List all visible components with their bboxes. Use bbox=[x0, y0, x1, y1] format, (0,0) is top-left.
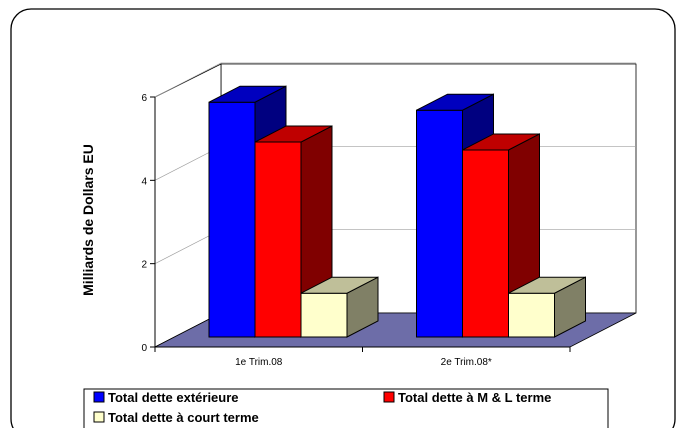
legend: Total dette extérieure Total dette à M & … bbox=[83, 388, 609, 428]
bar-front bbox=[254, 141, 302, 338]
y-tick-label: 2 bbox=[141, 260, 147, 271]
legend-box bbox=[83, 388, 609, 428]
bar-top bbox=[508, 276, 586, 294]
x-tick-label: 1e Trim.08 bbox=[235, 357, 283, 368]
y-tick-label: 4 bbox=[141, 176, 147, 187]
bar bbox=[300, 276, 379, 338]
y-ticks: 0 2 4 6 bbox=[141, 93, 155, 354]
bar-front bbox=[462, 149, 509, 338]
legend-label: Total dette à court terme bbox=[108, 410, 259, 425]
x-tick-label: 2e Trim.08* bbox=[441, 357, 492, 368]
bar-top bbox=[208, 85, 287, 103]
bar-top bbox=[416, 93, 494, 111]
bar-top bbox=[254, 125, 333, 143]
bar-front bbox=[416, 109, 463, 338]
bar-front bbox=[508, 292, 555, 338]
plot-area: 0 2 4 6 1e Trim.08 2e Trim.08* bbox=[141, 62, 637, 368]
legend-label: Total dette à M & L terme bbox=[398, 390, 551, 405]
x-ticks: 1e Trim.08 2e Trim.08* bbox=[154, 347, 571, 368]
gridline bbox=[154, 62, 636, 98]
y-tick-label: 0 bbox=[141, 343, 147, 354]
y-axis-label: Milliards de Dollars EU bbox=[80, 144, 96, 296]
legend-swatch bbox=[93, 391, 105, 403]
bar bbox=[462, 133, 540, 338]
legend-swatch bbox=[383, 391, 395, 403]
bar-top bbox=[300, 276, 379, 294]
legend-swatch bbox=[93, 411, 105, 423]
y-tick-label: 6 bbox=[141, 93, 147, 104]
legend-label: Total dette extérieure bbox=[108, 390, 239, 405]
bar-front bbox=[208, 101, 256, 338]
bar bbox=[508, 276, 586, 338]
bars bbox=[208, 85, 586, 338]
bar-top bbox=[462, 133, 540, 151]
bar-front bbox=[300, 292, 348, 338]
